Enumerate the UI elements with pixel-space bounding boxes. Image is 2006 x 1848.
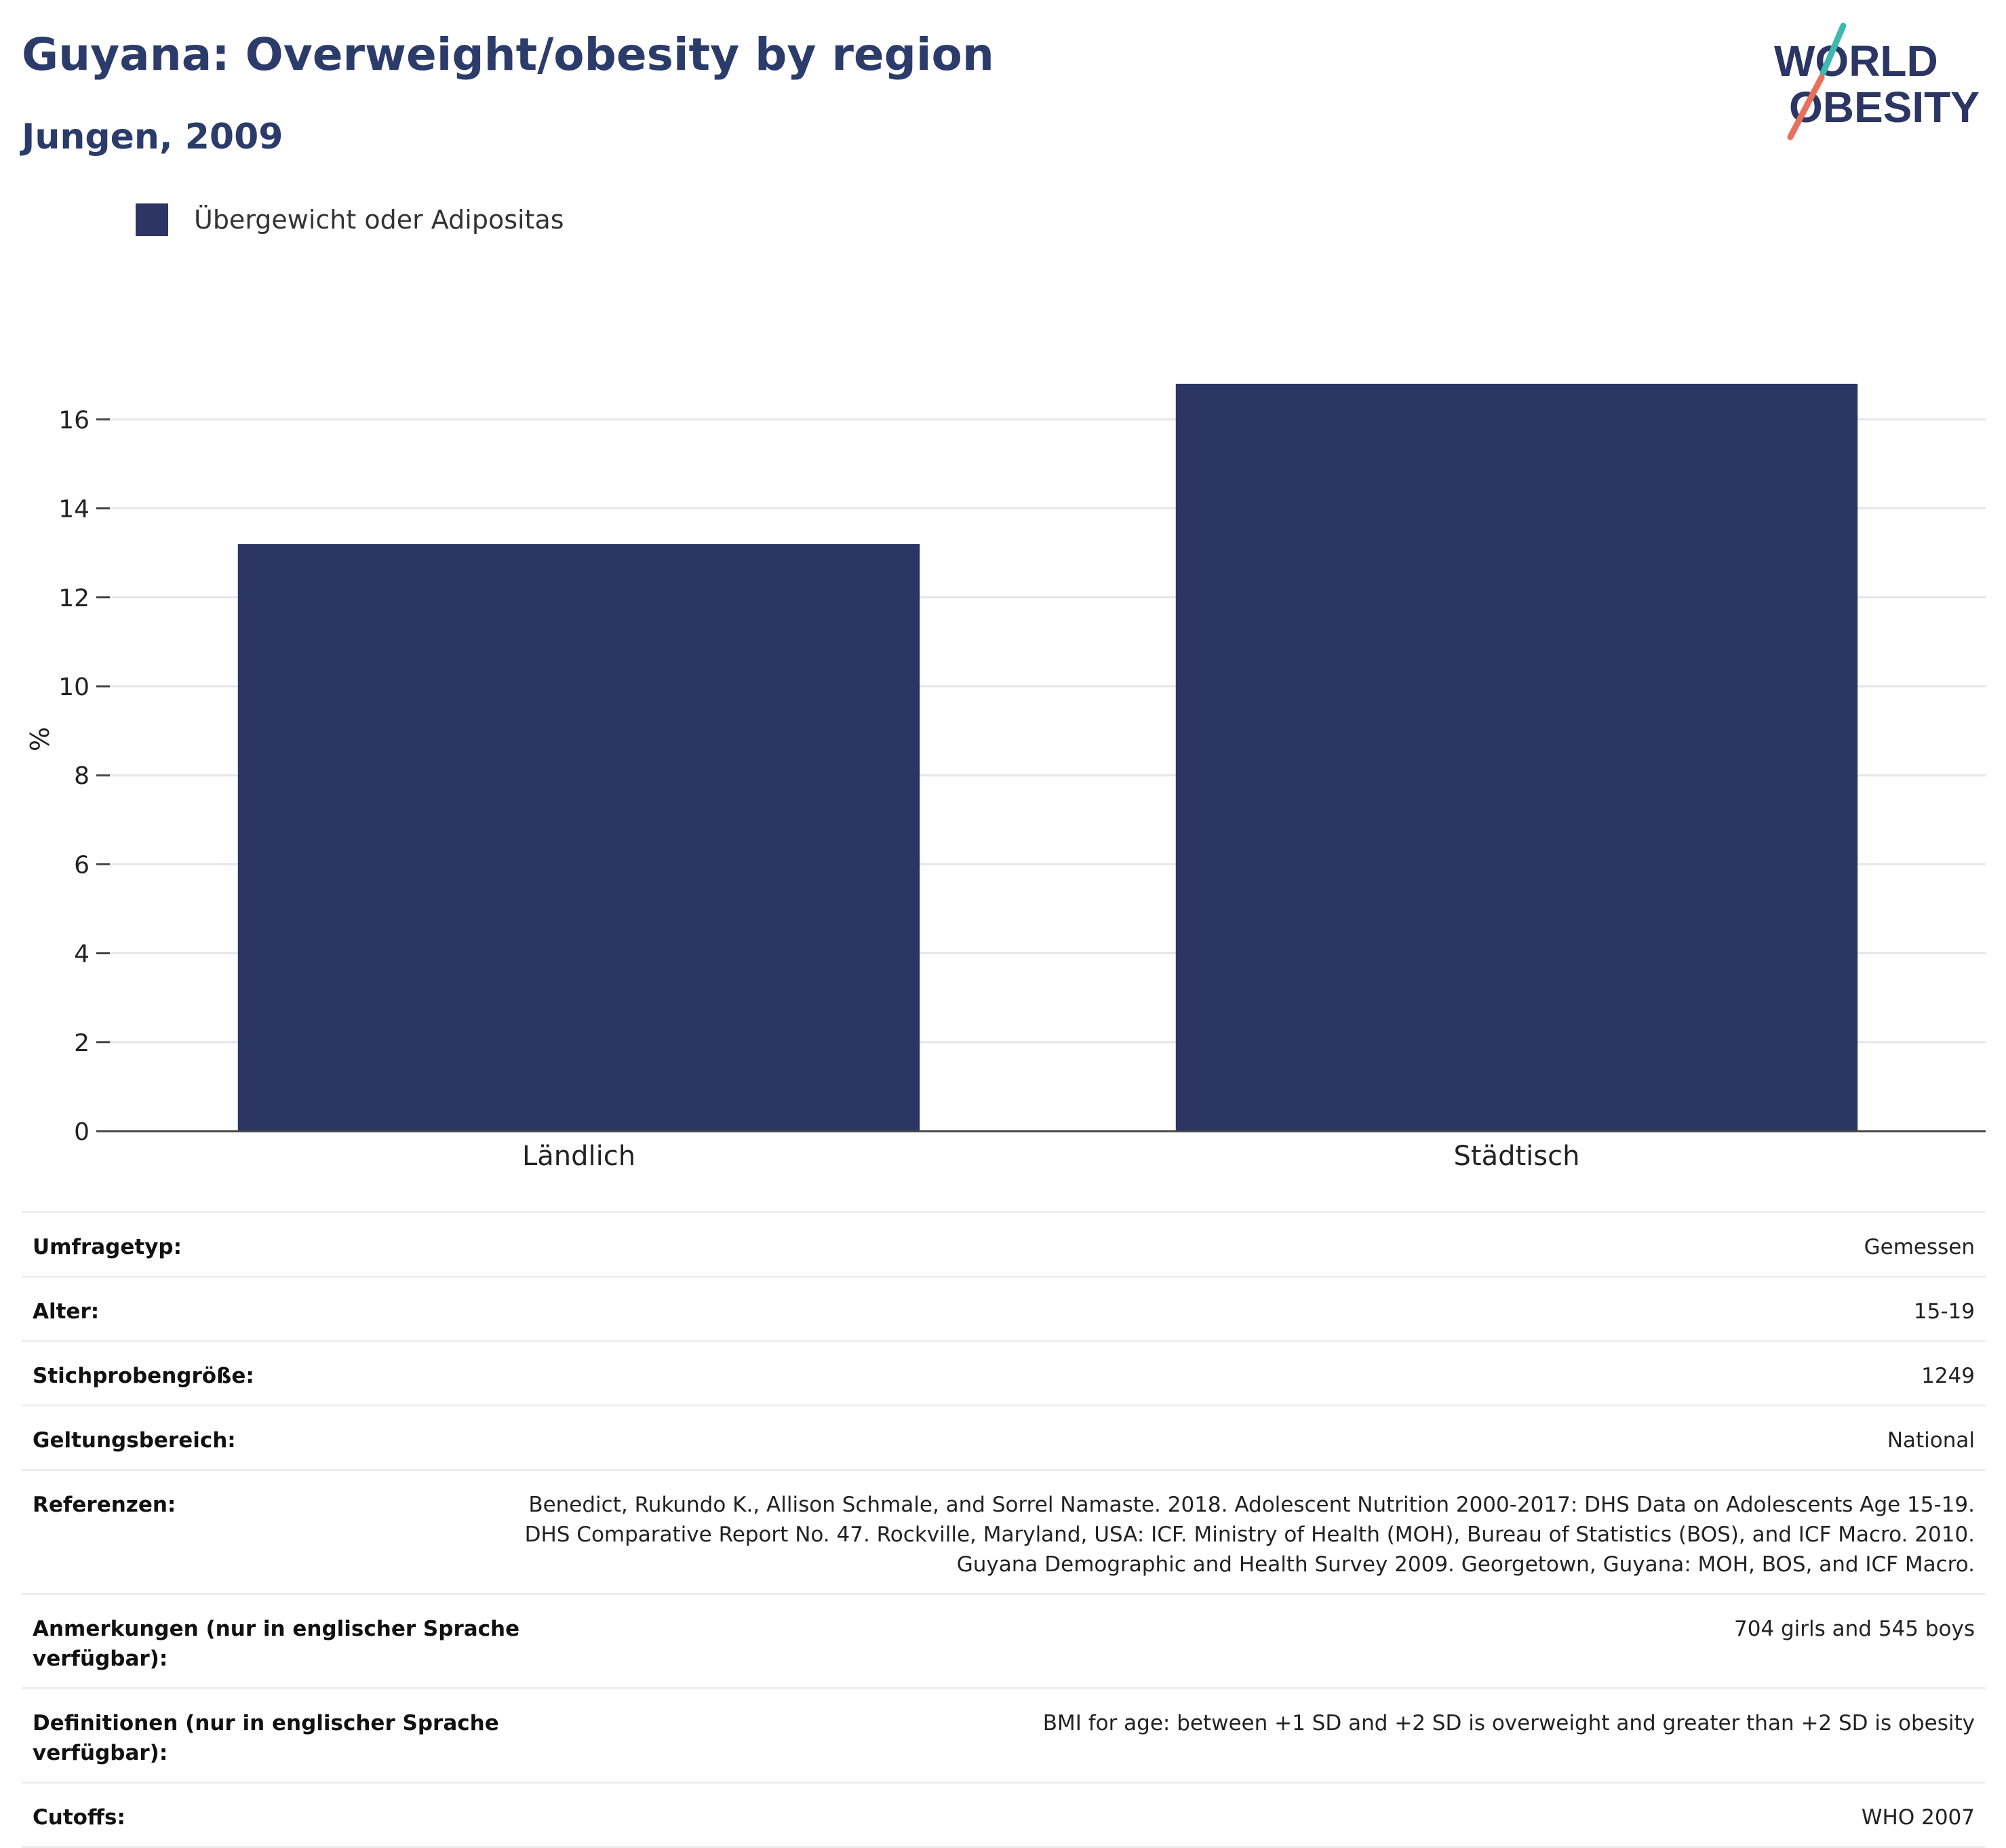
metadata-row: Geltungsbereich: National [22,1407,1986,1471]
metadata-row: Definitionen (nur in englischer Sprache … [22,1689,1986,1784]
y-tick-label: 2 [74,1029,90,1057]
y-tick-label: 12 [58,585,90,612]
y-tick-label: 14 [58,496,90,524]
metadata-key: Umfragetyp: [33,1235,182,1259]
metadata-row: Stichprobengröße: 1249 [22,1342,1986,1407]
bar[interactable] [1175,383,1858,1132]
metadata-value: 704 girls and 545 boys [1733,1617,1975,1641]
bars [237,383,1858,1132]
metadata-table: Umfragetyp: Gemessen Alter: 15-19 Stichprobe… [22,1211,1986,1848]
x-tick-label: Städtisch [1454,1141,1580,1172]
y-tick-label: 8 [74,762,90,790]
logo-slash-teal [1820,22,1847,77]
metadata-key: Alter: [33,1299,100,1324]
y-tick-label: 16 [58,406,90,434]
bar-chart: 0 2 4 6 8 10 12 14 16 Ländlich Städtisch % [25,383,1986,1172]
metadata-row: Referenzen: Benedict, Rukundo K., Allison… [22,1471,1986,1595]
metadata-key: Referenzen: [33,1493,176,1517]
metadata-key: Anmerkungen (nur in englischer Sprache v… [33,1617,520,1671]
metadata-value: Benedict, Rukundo K., Allison Schmale, a… [524,1493,1975,1577]
metadata-key: Cutoffs: [33,1805,125,1830]
metadata-value: National [1887,1428,1975,1453]
y-tick-label: 4 [74,941,90,968]
x-tick-label: Ländlich [522,1141,635,1172]
axes: 0 2 4 6 8 10 12 14 16 Ländlich Städtisch [58,406,1986,1172]
y-tick-label: 0 [74,1118,90,1146]
world-obesity-logo: WORLD OBESITY [1774,22,1980,140]
metadata-value: Gemessen [1864,1235,1975,1259]
y-tick-label: 6 [74,851,90,879]
metadata-value: 1249 [1921,1364,1975,1388]
logo-text-world: WORLD [1774,37,1938,85]
logo-slash-coral [1787,74,1825,140]
metadata-row: Alter: 15-19 [22,1278,1986,1342]
y-tick-label: 10 [58,673,90,701]
metadata-key: Geltungsbereich: [33,1428,236,1453]
metadata-key: Stichprobengröße: [33,1364,254,1388]
logo-text-obesity: OBESITY [1789,83,1980,132]
metadata-row: Cutoffs: WHO 2007 [22,1784,1986,1848]
chart-subtitle: Jungen, 2009 [22,117,283,157]
metadata-row: Umfragetyp: Gemessen [22,1213,1986,1278]
metadata-value: WHO 2007 [1861,1805,1975,1830]
metadata-key: Definitionen (nur in englischer Sprache … [33,1711,499,1765]
chart-legend[interactable]: Übergewicht oder Adipositas [136,201,564,239]
legend-label: Übergewicht oder Adipositas [194,205,564,235]
bar[interactable] [237,544,920,1131]
y-axis-label: % [25,727,55,751]
legend-swatch [136,203,168,236]
chart-title: Guyana: Overweight/obesity by region [22,28,994,81]
metadata-value: BMI for age: between +1 SD and +2 SD is … [1042,1711,1975,1735]
metadata-row: Anmerkungen (nur in englischer Sprache v… [22,1595,1986,1689]
metadata-value: 15-19 [1913,1299,1975,1324]
